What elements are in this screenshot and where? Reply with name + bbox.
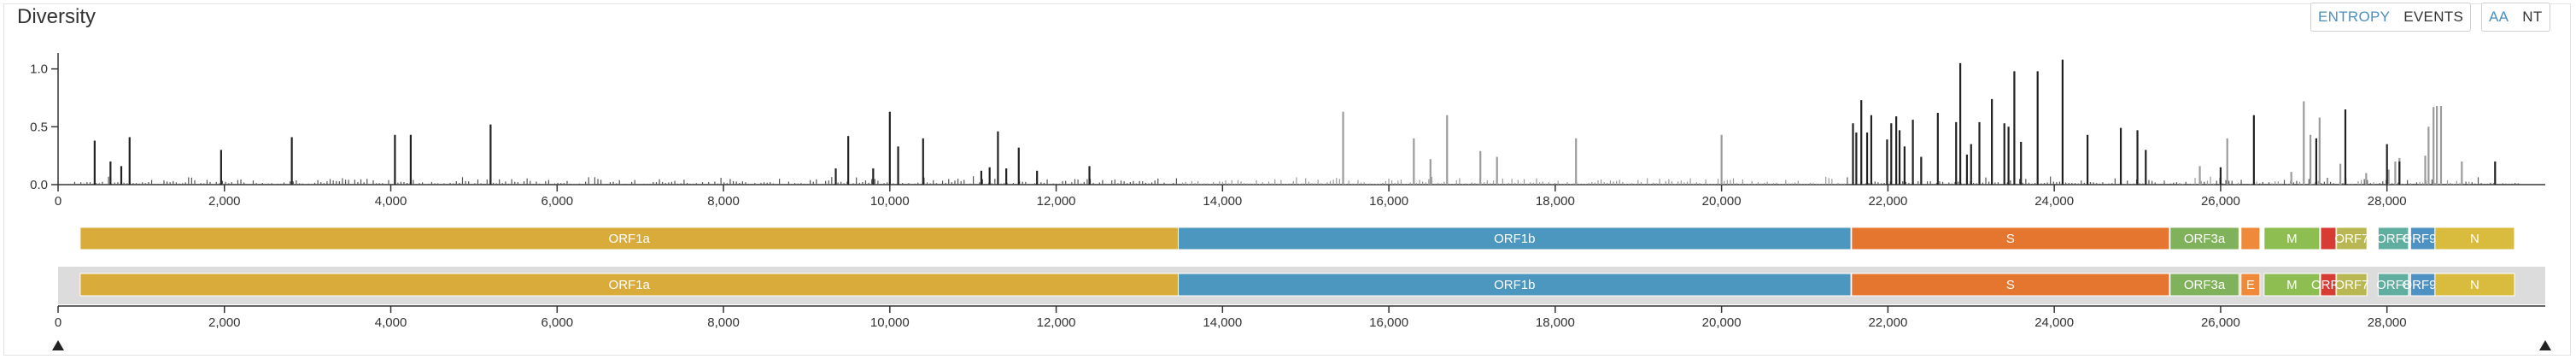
mutation-type-toggle: AA NT — [2481, 3, 2550, 32]
diversity-panel — [3, 3, 2571, 356]
brush-x-tick-label: 22,000 — [1868, 315, 1907, 330]
top-track-gene-orf7a — [2336, 227, 2368, 250]
brush-track-gene-orf1a — [79, 273, 1180, 297]
top-track-gene-s — [1851, 227, 2170, 250]
gene-label: S — [2006, 278, 2015, 292]
metric-toggle: ENTROPY EVENTS — [2310, 3, 2472, 32]
brush-track-gene-orf1b — [1178, 273, 1852, 297]
brush-x-tick-label: 16,000 — [1369, 315, 1408, 330]
brush-track-gene-orf8 — [2377, 273, 2409, 297]
x-tick-label: 4,000 — [375, 194, 407, 209]
gene-label: N — [2470, 232, 2479, 246]
brush-x-tick-label: 10,000 — [870, 315, 910, 330]
brush-handle-right[interactable] — [2539, 340, 2551, 350]
x-tick-label: 2,000 — [208, 194, 241, 209]
x-tick-label: 14,000 — [1203, 194, 1242, 209]
top-track-gene-orf9b — [2409, 227, 2436, 250]
y-tick-label: 0.5 — [30, 120, 48, 134]
gene-label: ORF7 — [2334, 232, 2368, 246]
panel-title: Diversity — [17, 5, 97, 28]
gene-label: ORF3a — [2184, 232, 2226, 246]
x-tick-label: 16,000 — [1369, 194, 1408, 209]
gene-label: ORF7 — [2334, 278, 2368, 292]
x-tick-label: 18,000 — [1536, 194, 1575, 209]
brush-track-gene-orf6 — [2320, 273, 2337, 297]
y-tick-label: 1.0 — [30, 62, 48, 77]
entropy-button[interactable]: ENTROPY — [2318, 9, 2391, 25]
brush-track-gene-orf7a — [2336, 273, 2368, 297]
gene-label: M — [2286, 278, 2298, 292]
brush-handle-left[interactable] — [52, 340, 64, 350]
gene-label: ORF8 — [2376, 278, 2410, 292]
brush-x-tick-label: 20,000 — [1702, 315, 1742, 330]
brush-x-tick-label: 18,000 — [1536, 315, 1575, 330]
gene-label: ORF8 — [2376, 232, 2410, 246]
x-tick-label: 24,000 — [2034, 194, 2074, 209]
brush-track-gene-e — [2240, 273, 2261, 297]
brush-x-tick-label: 26,000 — [2201, 315, 2240, 330]
brush-x-tick-label: 4,000 — [375, 315, 407, 330]
top-track-gene-orf6 — [2320, 227, 2337, 250]
brush-track-gene-orf3a — [2169, 273, 2239, 297]
gene-label: N — [2470, 278, 2479, 292]
brush-x-tick-label: 2,000 — [208, 315, 241, 330]
brush-track-gene-n — [2434, 273, 2515, 297]
aa-button[interactable]: AA — [2489, 9, 2509, 25]
top-track-gene-e — [2240, 227, 2261, 250]
top-track-gene-m — [2263, 227, 2321, 250]
y-tick-label: 0.0 — [30, 178, 48, 192]
x-tick-label: 26,000 — [2201, 194, 2240, 209]
x-tick-label: 28,000 — [2368, 194, 2407, 209]
top-track-gene-n — [2434, 227, 2515, 250]
brush-x-tick-label: 28,000 — [2368, 315, 2407, 330]
gene-label: S — [2006, 232, 2015, 246]
gene-label: ORF1a — [609, 232, 651, 246]
gene-label: ORF9b — [2402, 232, 2443, 246]
x-tick-label: 12,000 — [1037, 194, 1076, 209]
gene-label: M — [2286, 232, 2298, 246]
x-tick-label: 22,000 — [1868, 194, 1907, 209]
x-tick-label: 10,000 — [870, 194, 910, 209]
brush-track-gene-m — [2263, 273, 2321, 297]
gene-label: E — [2246, 278, 2255, 292]
brush-x-tick-label: 0 — [55, 315, 61, 330]
brush-x-tick-label: 6,000 — [542, 315, 574, 330]
x-tick-label: 0 — [55, 194, 61, 209]
top-track-gene-orf1b — [1178, 227, 1852, 250]
brush-x-tick-label: 24,000 — [2034, 315, 2074, 330]
brush-track-gene-s — [1851, 273, 2170, 297]
top-track-gene-orf8 — [2377, 227, 2409, 250]
events-button[interactable]: EVENTS — [2403, 9, 2464, 25]
x-tick-label: 8,000 — [707, 194, 740, 209]
brush-x-tick-label: 8,000 — [707, 315, 740, 330]
top-track-gene-orf1a — [79, 227, 1180, 250]
brush-track-gene-orf9b — [2409, 273, 2436, 297]
gene-label: ORF1a — [609, 278, 651, 292]
gene-label: ORF1b — [1494, 278, 1535, 292]
brush-x-tick-label: 14,000 — [1203, 315, 1242, 330]
gene-label: ORF9b — [2402, 278, 2443, 292]
nt-button[interactable]: NT — [2522, 9, 2543, 25]
x-tick-label: 20,000 — [1702, 194, 1742, 209]
gene-label: ORF3a — [2184, 278, 2226, 292]
gene-label: ORF1b — [1494, 232, 1535, 246]
top-track-gene-orf3a — [2169, 227, 2239, 250]
brush-x-tick-label: 12,000 — [1037, 315, 1076, 330]
x-tick-label: 6,000 — [542, 194, 574, 209]
